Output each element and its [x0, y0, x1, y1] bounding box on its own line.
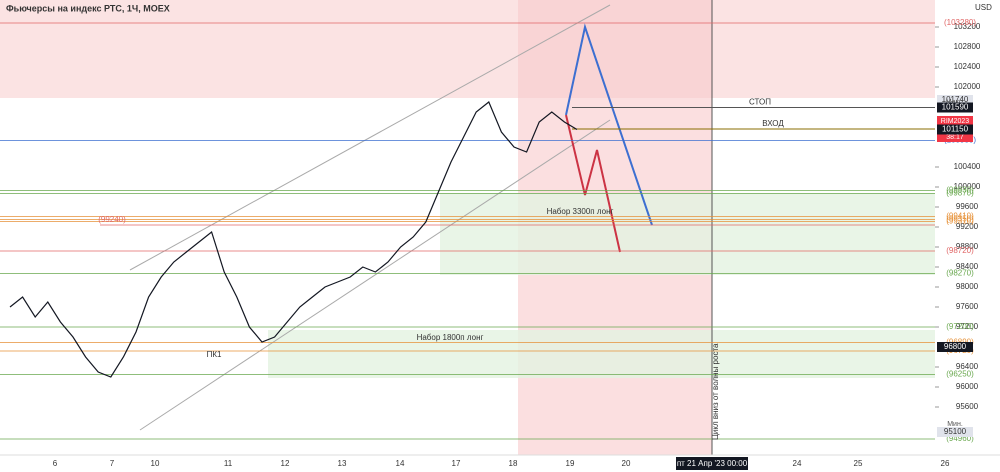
y-tick-label: 100400: [954, 162, 981, 171]
x-tick-label: 19: [566, 459, 575, 468]
x-tick-label: 18: [509, 459, 518, 468]
level-label: (99410): [946, 212, 974, 221]
tag-note: Макс.: [946, 99, 964, 106]
price-tag: [937, 427, 973, 437]
price-axis: [935, 0, 1000, 472]
y-tick-label: 98400: [956, 262, 979, 271]
level-label: (97200): [946, 322, 974, 331]
price-tag: [937, 102, 973, 113]
x-tick-label: 12: [281, 459, 290, 468]
support-zone: [440, 193, 935, 275]
x-tick-label: 13: [338, 459, 347, 468]
tag-note: Мин.: [947, 421, 963, 428]
y-tick-label: 102400: [954, 62, 981, 71]
chart-title: Фьючерсы на индекс РТС, 1Ч, MOEX: [6, 3, 170, 13]
level-label: (98720): [946, 246, 974, 255]
support-zone: [268, 330, 935, 378]
x-tick-label: 14: [396, 459, 405, 468]
y-tick-label: 97600: [956, 302, 979, 311]
level-label: (103280): [944, 18, 976, 27]
x-tick-label: 25: [854, 459, 863, 468]
order-label: ВХОД: [762, 119, 784, 128]
y-tick-label: 103200: [954, 22, 981, 31]
level-label: (98270): [946, 269, 974, 278]
trend-line: [129, 4, 611, 271]
price-line: [9, 101, 578, 378]
forecast-arrow: [565, 114, 621, 253]
zone-label: Набор 3300п лонг: [547, 207, 614, 216]
resistance-zone: [0, 0, 935, 98]
x-tick-label: пт 21 Апр '23 00:00: [677, 459, 748, 468]
y-tick-label: 97200: [956, 322, 979, 331]
level-label: (96250): [946, 370, 974, 379]
cycle-label: Цикл вниз от волны роста: [711, 343, 720, 440]
tag-value: 101740: [942, 95, 969, 104]
y-tick-label: 99600: [956, 202, 979, 211]
x-tick-label: 6: [53, 459, 58, 468]
x-tick-label: 26: [941, 459, 950, 468]
time-highlight: [676, 457, 748, 470]
zone-label: Набор 1800п лонг: [417, 333, 484, 342]
trend-line: [139, 119, 611, 431]
price-tag: [937, 342, 973, 352]
y-tick-label: 98000: [956, 282, 979, 291]
currency: USD: [975, 3, 992, 12]
x-tick-label: 17: [452, 459, 461, 468]
level-label: (99240): [98, 215, 126, 224]
tag-value: 95100: [944, 427, 967, 436]
x-tick-label: 20: [622, 459, 631, 468]
tag-countdown: 38:17: [946, 134, 964, 141]
level-label: (99350): [946, 215, 974, 224]
x-tick-label: 7: [110, 459, 115, 468]
level-label: (99310): [946, 217, 974, 226]
tag-symbol: RIM2023: [941, 118, 970, 125]
level-label: (99930): [946, 186, 974, 195]
marker-label: ПК1: [207, 350, 222, 359]
x-tick-label: 10: [151, 459, 160, 468]
level-label: (94960): [946, 434, 974, 443]
level-label: (99870): [946, 189, 974, 198]
y-tick-label: 100000: [954, 182, 981, 191]
tag-value: 101150: [942, 125, 969, 134]
y-tick-label: 102000: [954, 82, 981, 91]
price-tag: [937, 95, 973, 105]
forecast-arrow: [565, 23, 653, 226]
y-tick-label: 96400: [956, 362, 979, 371]
price-tag: [937, 124, 973, 135]
y-tick-label: 98800: [956, 242, 979, 251]
x-tick-label: 11: [224, 459, 233, 468]
time-axis: [0, 455, 1000, 472]
y-tick-label: 95600: [956, 402, 979, 411]
x-tick-label: 24: [793, 459, 802, 468]
tag-value: 96800: [944, 342, 967, 351]
tag-value: 101590: [942, 103, 969, 112]
order-label: СТОП: [749, 98, 771, 107]
y-tick-label: 99200: [956, 222, 979, 231]
y-tick-label: 102800: [954, 42, 981, 51]
y-tick-label: 96000: [956, 382, 979, 391]
